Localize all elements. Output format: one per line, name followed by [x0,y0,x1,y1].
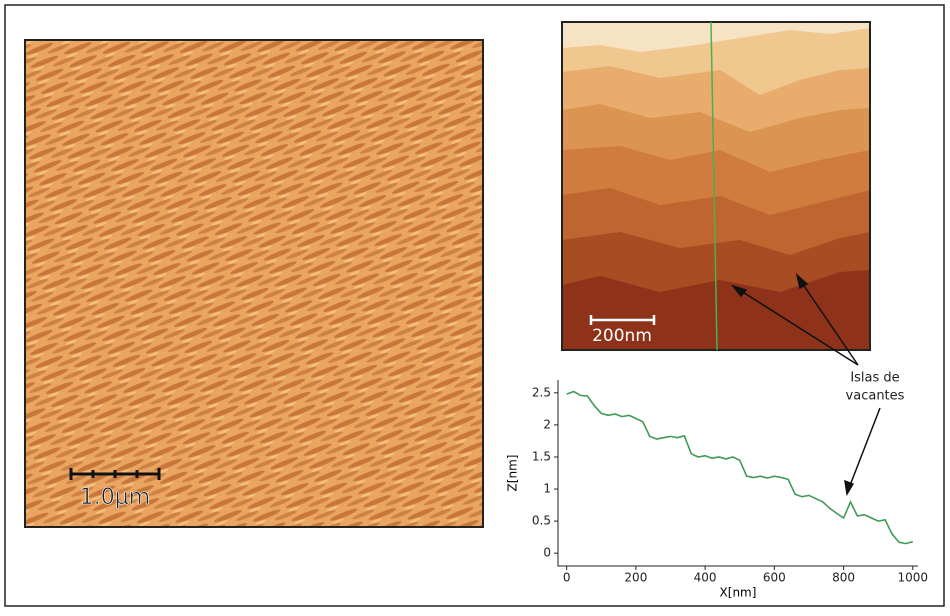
axes [557,380,918,567]
y-tick-label: 0 [543,546,551,560]
y-tick-label: 1.5 [532,449,551,463]
y-tick-label: 1 [543,482,551,496]
annotation: vacantes [846,389,905,404]
scale-label-small: 200nm [592,326,652,346]
y-tick-label: 2 [543,417,551,431]
x-tick-label: 1000 [898,571,929,585]
y-tick-label: 2.5 [532,385,551,399]
annotation: Islas de [850,371,899,386]
x-tick-label: 800 [832,571,855,585]
x-axis-label: X[nm] [720,586,757,600]
scale-bar-small [589,315,656,325]
y-tick-label: 0.5 [532,514,551,528]
afm-image-small [561,21,871,351]
profile-line [566,390,914,545]
scale-label: 1.0µm [80,485,150,510]
afm-image-large [24,39,484,528]
x-tick-label: 400 [694,571,717,585]
x-tick-label: 600 [763,571,786,585]
y-axis-label: Z[nm] [506,455,520,492]
scale-bar [69,468,161,480]
x-tick-label: 0 [563,571,571,585]
outer-frame [4,4,945,607]
arrows [730,272,881,497]
x-tick-label: 200 [624,571,647,585]
